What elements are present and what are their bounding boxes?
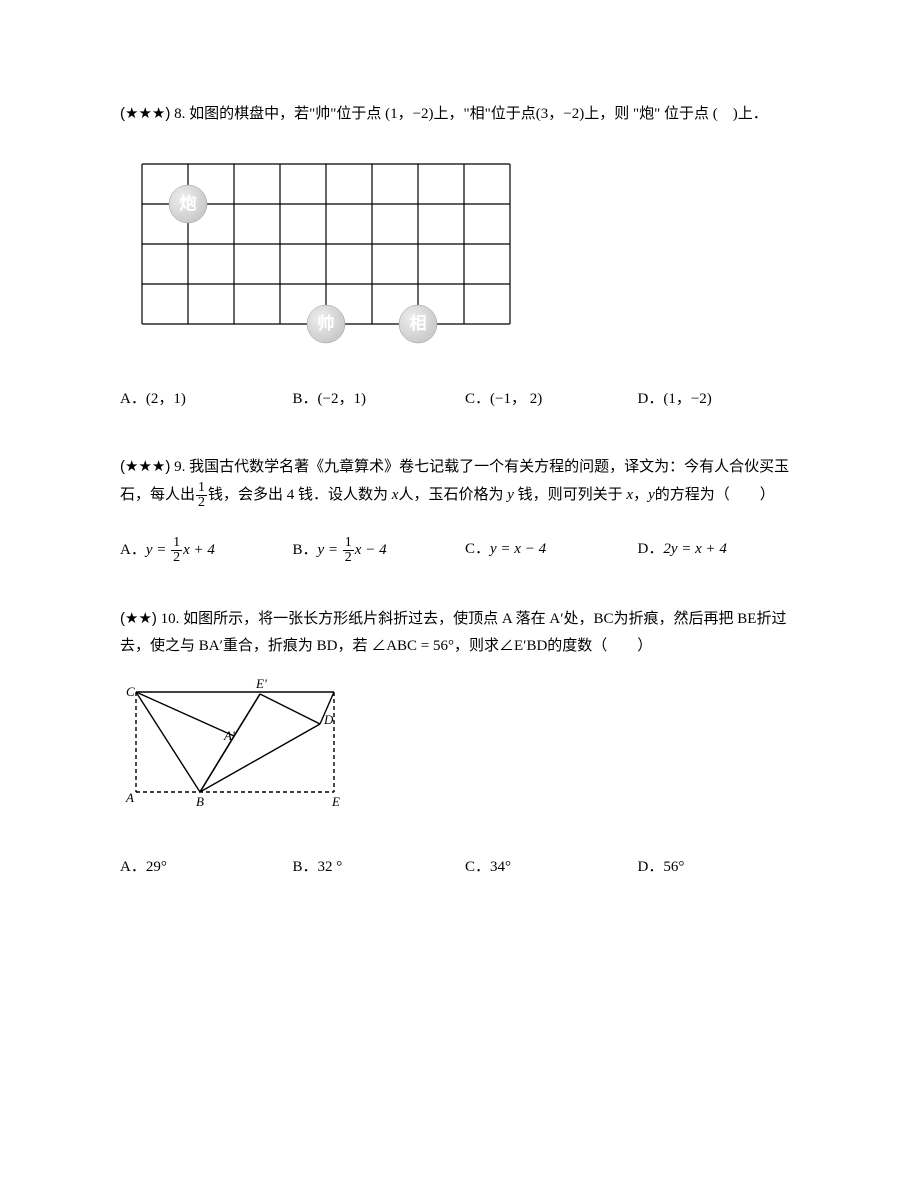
- svg-text:D: D: [323, 712, 334, 727]
- q9-y1: y: [507, 487, 514, 503]
- q9a-r: x + 4: [183, 542, 215, 558]
- question-10: (★★) 10. 如图所示，将一张长方形纸片斜折过去，使顶点 A 落在 A′处，…: [120, 605, 800, 881]
- q8-board-svg: 炮帅 相: [120, 142, 532, 346]
- q8-stars: (★★★): [120, 105, 170, 122]
- q10-opt-a[interactable]: A．29°: [120, 854, 283, 881]
- q9-options: A．y = 12x + 4 B．y = 12x − 4 C．y = x − 4 …: [120, 536, 800, 565]
- q9-stem: (★★★) 9. 我国古代数学名著《九章算术》卷七记载了一个有关方程的问题，译文…: [120, 453, 800, 510]
- q9-t6: 的方程为（ ）: [655, 487, 775, 503]
- q8-opt-a[interactable]: A．(2，1): [120, 386, 283, 413]
- svg-text:炮: 炮: [180, 193, 197, 213]
- q9-t2: 钱，会多出 4 钱．设人数为: [208, 487, 388, 503]
- q9b-l: y =: [318, 542, 339, 558]
- svg-text:帅: 帅: [318, 313, 335, 333]
- q10-stars: (★★): [120, 610, 157, 627]
- q8-text: 如图的棋盘中，若"帅"位于点 (1，−2)上，"相"位于点(3，−2)上，则 "…: [189, 106, 768, 122]
- q9-opt-a[interactable]: A．y = 12x + 4: [120, 536, 283, 565]
- q10-options: A．29° B．32 ° C．34° D．56°: [120, 854, 800, 881]
- q9d-eq: 2y = x + 4: [663, 541, 727, 557]
- q9a-l: y =: [146, 542, 167, 558]
- q9c-eq: y = x − 4: [490, 541, 546, 557]
- q9c-pre: C．: [465, 541, 490, 557]
- q10-opt-b[interactable]: B．32 °: [293, 854, 456, 881]
- frac-half-b: 12: [343, 536, 354, 565]
- svg-text:A': A': [223, 728, 235, 743]
- svg-text:B: B: [196, 794, 204, 809]
- q9-t4: 钱，则可列关于: [518, 487, 623, 503]
- q10-opt-c[interactable]: C．34°: [465, 854, 628, 881]
- svg-text:相: 相: [410, 313, 427, 333]
- q9-num: 9.: [174, 459, 185, 475]
- q8-stem: (★★★) 8. 如图的棋盘中，若"帅"位于点 (1，−2)上，"相"位于点(3…: [120, 100, 800, 128]
- question-9: (★★★) 9. 我国古代数学名著《九章算术》卷七记载了一个有关方程的问题，译文…: [120, 453, 800, 565]
- q9-t5: ，: [633, 487, 648, 503]
- q9-opt-c[interactable]: C．y = x − 4: [465, 536, 628, 565]
- q9d-pre: D．: [638, 541, 664, 557]
- svg-text:C: C: [126, 684, 135, 699]
- frac-half-a: 12: [171, 536, 182, 565]
- q9-y2: y: [648, 487, 655, 503]
- q8-opt-d[interactable]: D．(1，−2): [638, 386, 801, 413]
- q9-opt-d[interactable]: D．2y = x + 4: [638, 536, 801, 565]
- q10-opt-d[interactable]: D．56°: [638, 854, 801, 881]
- q9-stars: (★★★): [120, 458, 170, 475]
- q9-t3: 人，玉石价格为: [398, 487, 503, 503]
- q8-options: A．(2，1) B．(−2，1) C．(−1， 2) D．(1，−2): [120, 386, 800, 413]
- svg-text:A: A: [125, 790, 134, 805]
- q10-fold-svg: C A B E D E' A': [120, 674, 350, 814]
- q10-stem: (★★) 10. 如图所示，将一张长方形纸片斜折过去，使顶点 A 落在 A′处，…: [120, 605, 800, 660]
- q9b-r: x − 4: [355, 542, 387, 558]
- q9-opt-b[interactable]: B．y = 12x − 4: [293, 536, 456, 565]
- q10-num: 10.: [161, 611, 180, 627]
- svg-text:E': E': [255, 676, 267, 691]
- q9b-pre: B．: [293, 542, 318, 558]
- q8-opt-b[interactable]: B．(−2，1): [293, 386, 456, 413]
- question-8: (★★★) 8. 如图的棋盘中，若"帅"位于点 (1，−2)上，"相"位于点(3…: [120, 100, 800, 413]
- q10-text: 如图所示，将一张长方形纸片斜折过去，使顶点 A 落在 A′处，BC为折痕，然后再…: [120, 611, 786, 654]
- svg-text:E: E: [331, 794, 340, 809]
- frac-half: 12: [196, 481, 207, 510]
- q10-figure: C A B E D E' A': [120, 674, 800, 814]
- q8-opt-c[interactable]: C．(−1， 2): [465, 386, 628, 413]
- q8-figure: 炮帅 相: [120, 142, 800, 346]
- q9a-pre: A．: [120, 542, 146, 558]
- q8-num: 8.: [174, 106, 185, 122]
